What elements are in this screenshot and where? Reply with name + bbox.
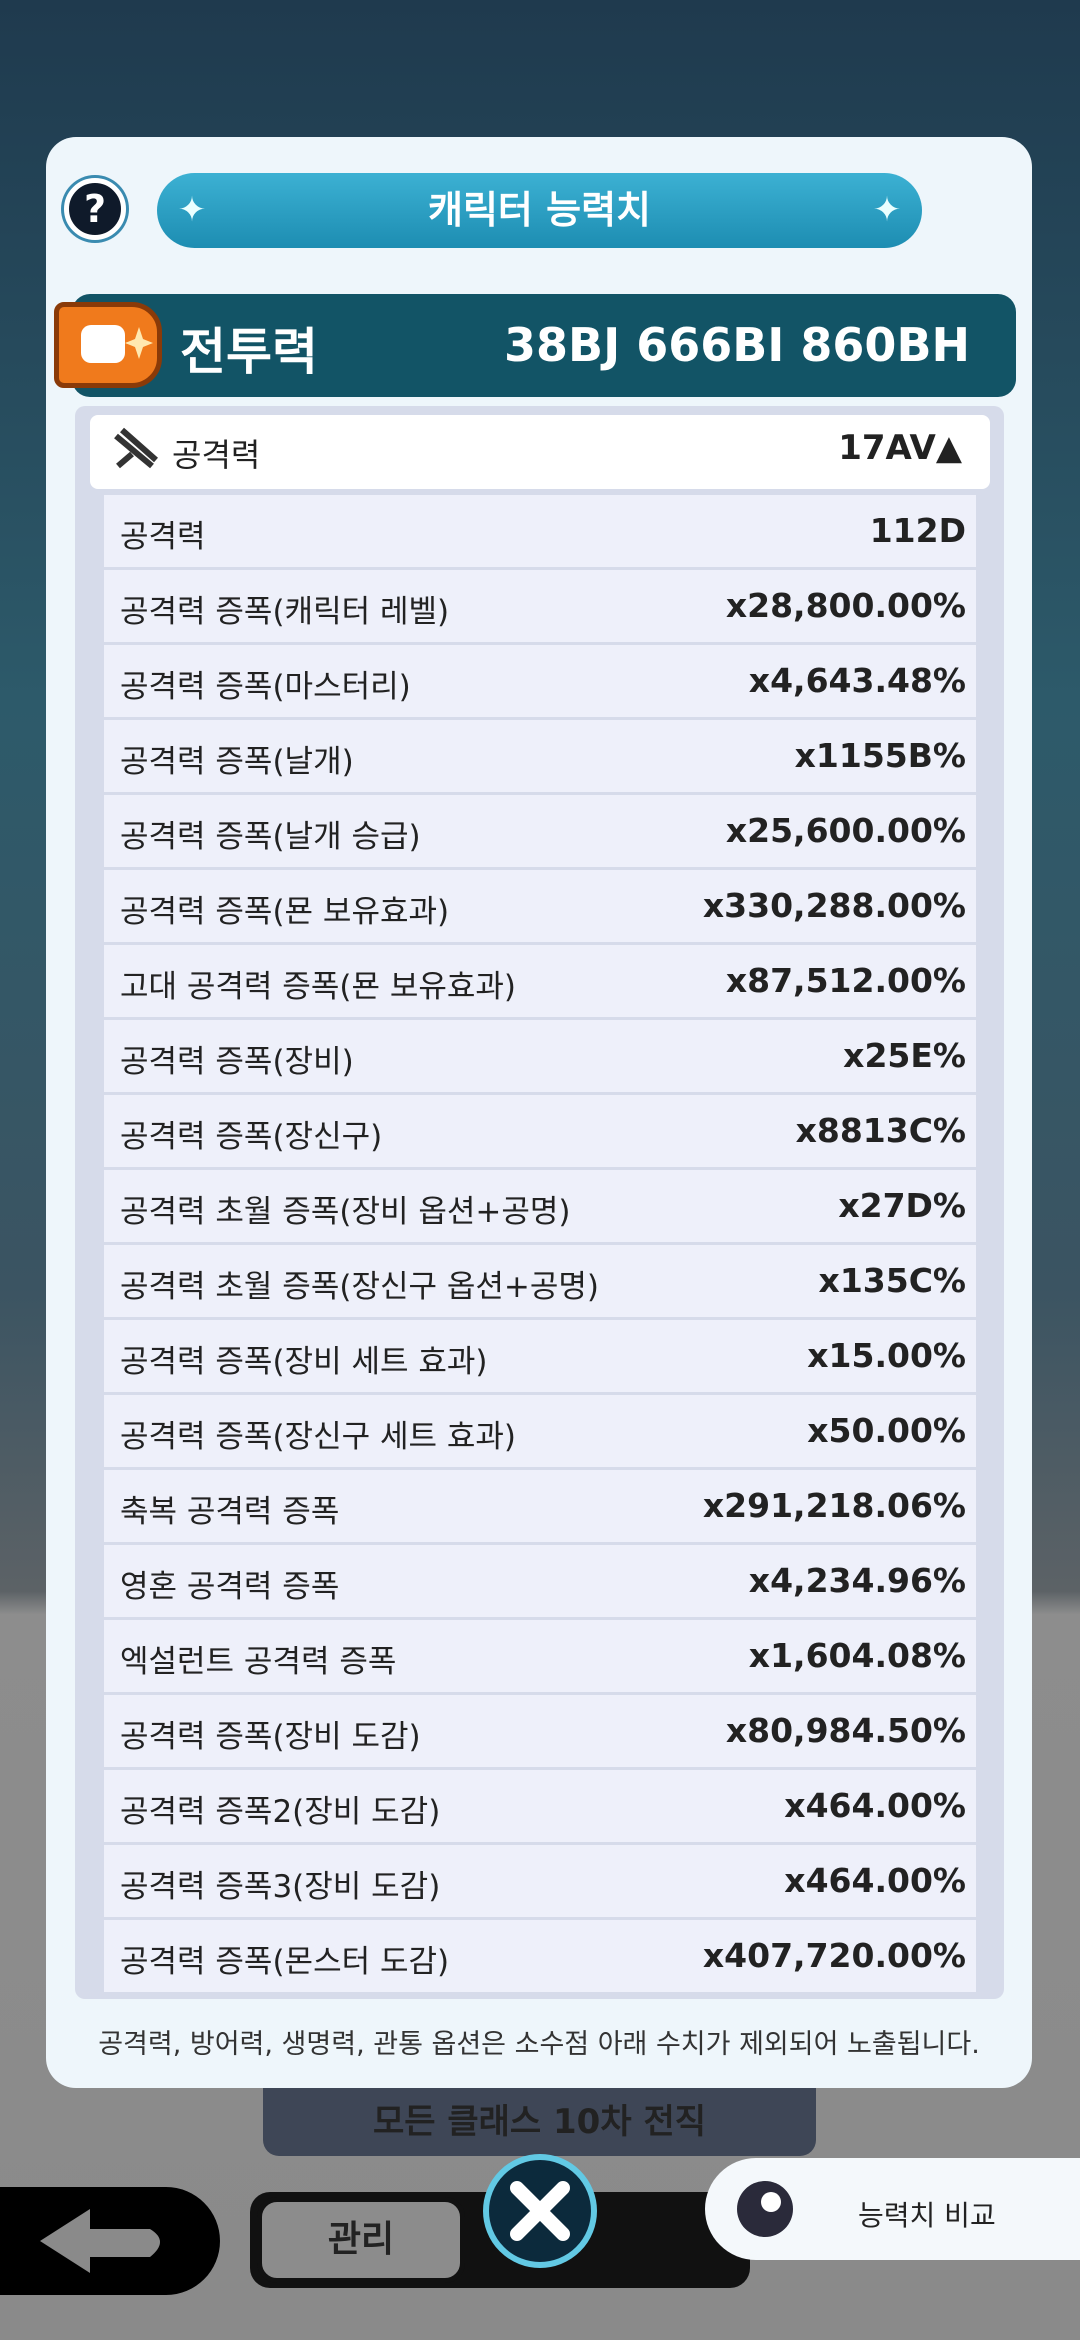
back-icon xyxy=(40,2209,160,2273)
stat-row: 공격력 증폭2(장비 도감) x464.00% xyxy=(104,1770,976,1842)
stat-value: x25E% xyxy=(843,1036,966,1075)
power-value: 38BJ 666BI 860BH xyxy=(504,318,970,372)
stat-row: 공격력 112D xyxy=(104,495,976,567)
stat-row: 공격력 증폭(장비 세트 효과) x15.00% xyxy=(104,1320,976,1392)
compare-label: 능력치 비교 xyxy=(858,2199,996,2232)
close-icon xyxy=(510,2181,570,2241)
stat-label: 공격력 증폭(날개 승급) xyxy=(120,819,421,855)
stat-value: x50.00% xyxy=(807,1411,966,1450)
stat-value: x4,643.48% xyxy=(748,661,966,700)
stat-label: 공격력 증폭(장신구 세트 효과) xyxy=(120,1419,516,1455)
stat-row: 공격력 증폭(장신구 세트 효과) x50.00% xyxy=(104,1395,976,1467)
stat-label: 공격력 증폭(장비) xyxy=(120,1044,354,1080)
stat-value: x291,218.06% xyxy=(702,1486,966,1525)
back-button[interactable] xyxy=(0,2187,220,2295)
stat-value: x28,800.00% xyxy=(725,586,966,625)
stat-label: 공격력 xyxy=(120,519,206,555)
stat-row: 공격력 증폭3(장비 도감) x464.00% xyxy=(104,1845,976,1917)
stat-row: 영혼 공격력 증폭 x4,234.96% xyxy=(104,1545,976,1617)
stat-label: 공격력 증폭(장신구) xyxy=(120,1119,383,1155)
stat-label: 공격력 초월 증폭(장비 옵션+공명) xyxy=(120,1194,571,1230)
stat-label: 공격력 증폭(날개) xyxy=(120,744,354,780)
stat-row: 공격력 증폭(날개 승급) x25,600.00% xyxy=(104,795,976,867)
fist-icon xyxy=(81,325,153,363)
stat-row: 공격력 증폭(몬스터 도감) x407,720.00% xyxy=(104,1920,976,1992)
stat-row: 공격력 증폭(마스터리) x4,643.48% xyxy=(104,645,976,717)
stat-row: 축복 공격력 증폭 x291,218.06% xyxy=(104,1470,976,1542)
section-value[interactable]: 17AV▲ xyxy=(838,428,962,468)
manage-button[interactable]: 관리 xyxy=(257,2197,465,2283)
stat-row: 공격력 증폭(묜 보유효과) x330,288.00% xyxy=(104,870,976,942)
stat-row: 공격력 증폭(장비) x25E% xyxy=(104,1020,976,1092)
stat-label: 공격력 증폭(몬스터 도감) xyxy=(120,1944,450,1980)
stat-value: x1155B% xyxy=(794,736,966,775)
title-bar: ✦ 캐릭터 능력치 ✦ xyxy=(157,173,922,248)
stat-value: x407,720.00% xyxy=(702,1936,966,1975)
class-banner[interactable]: 모든 클래스 10차 전직 xyxy=(263,2088,816,2156)
stat-row: 공격력 증폭(캐릭터 레벨) x28,800.00% xyxy=(104,570,976,642)
stat-label: 공격력 증폭3(장비 도감) xyxy=(120,1869,441,1905)
stat-value: 112D xyxy=(869,511,966,550)
star-icon: ✦ xyxy=(177,190,207,230)
section-label: 공격력 xyxy=(172,436,261,474)
compare-button[interactable] xyxy=(705,2158,1080,2260)
stat-label: 공격력 증폭(묜 보유효과) xyxy=(120,894,450,930)
stat-label: 공격력 초월 증폭(장신구 옵션+공명) xyxy=(120,1269,600,1305)
help-button[interactable]: ? xyxy=(64,178,126,240)
footnote: 공격력, 방어력, 생명력, 관통 옵션은 소수점 아래 수치가 제외되어 노출… xyxy=(98,2029,980,2060)
stat-value: x25,600.00% xyxy=(725,811,966,850)
section-header xyxy=(90,415,990,489)
stat-label: 공격력 증폭(마스터리) xyxy=(120,669,411,705)
power-label: 전투력 xyxy=(180,323,318,381)
stat-value: x4,234.96% xyxy=(748,1561,966,1600)
compare-icon xyxy=(737,2181,793,2237)
stat-value: x1,604.08% xyxy=(748,1636,966,1675)
stat-row: 공격력 초월 증폭(장신구 옵션+공명) x135C% xyxy=(104,1245,976,1317)
stat-value: x15.00% xyxy=(807,1336,966,1375)
stat-value: x87,512.00% xyxy=(725,961,966,1000)
stat-value: x135C% xyxy=(818,1261,966,1300)
power-bar xyxy=(72,294,1016,397)
stat-label: 공격력 증폭2(장비 도감) xyxy=(120,1794,441,1830)
stat-value: x27D% xyxy=(838,1186,966,1225)
stat-row: 엑설런트 공격력 증폭 x1,604.08% xyxy=(104,1620,976,1692)
stat-label: 영혼 공격력 증폭 xyxy=(120,1569,340,1605)
stat-value: x464.00% xyxy=(784,1861,966,1900)
star-icon: ✦ xyxy=(872,190,902,230)
stat-label: 공격력 증폭(캐릭터 레벨) xyxy=(120,594,450,630)
stat-label: 고대 공격력 증폭(묜 보유효과) xyxy=(120,969,516,1005)
stat-row: 공격력 초월 증폭(장비 옵션+공명) x27D% xyxy=(104,1170,976,1242)
title: 캐릭터 능력치 xyxy=(428,188,651,232)
stat-label: 공격력 증폭(장비 세트 효과) xyxy=(120,1344,488,1380)
sword-icon xyxy=(114,427,158,469)
stat-value: x80,984.50% xyxy=(725,1711,966,1750)
stat-value: x8813C% xyxy=(795,1111,966,1150)
stat-row: 공격력 증폭(장비 도감) x80,984.50% xyxy=(104,1695,976,1767)
stat-value: x330,288.00% xyxy=(702,886,966,925)
stat-row: 공격력 증폭(장신구) x8813C% xyxy=(104,1095,976,1167)
close-button[interactable] xyxy=(483,2154,597,2268)
stat-row: 공격력 증폭(날개) x1155B% xyxy=(104,720,976,792)
stat-value: x464.00% xyxy=(784,1786,966,1825)
stat-label: 공격력 증폭(장비 도감) xyxy=(120,1719,421,1755)
stat-row: 고대 공격력 증폭(묜 보유효과) x87,512.00% xyxy=(104,945,976,1017)
stat-label: 축복 공격력 증폭 xyxy=(120,1494,340,1530)
power-icon xyxy=(54,302,162,388)
stat-label: 엑설런트 공격력 증폭 xyxy=(120,1644,397,1680)
